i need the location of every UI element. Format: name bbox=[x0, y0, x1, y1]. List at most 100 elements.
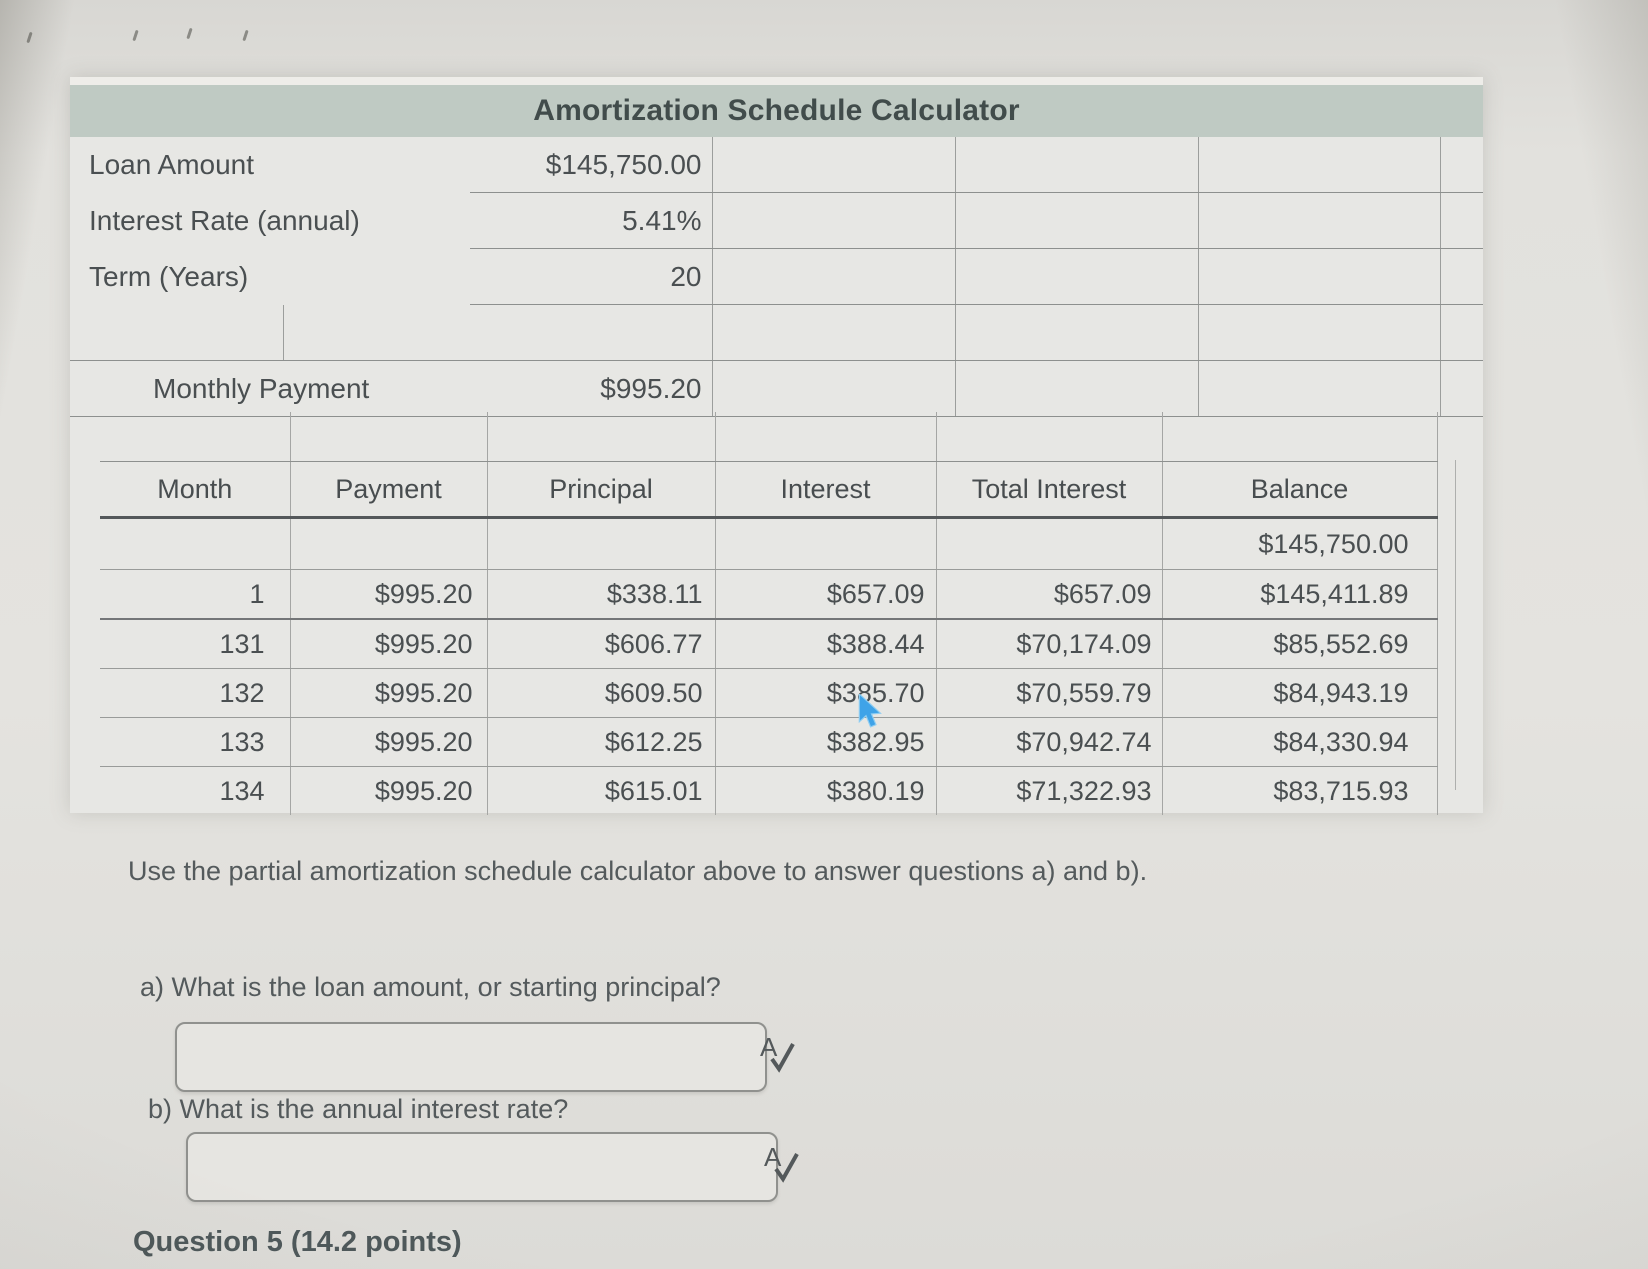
cell-interest: $382.95 bbox=[715, 717, 937, 767]
cell-interest bbox=[715, 517, 937, 570]
cell-payment: $995.20 bbox=[290, 668, 488, 718]
cell-principal: $615.01 bbox=[487, 766, 716, 815]
empty-cell bbox=[1198, 360, 1441, 417]
schedule-row-133: 133 $995.20 $612.25 $382.95 $70,942.74 $… bbox=[100, 717, 1438, 767]
schedule-row-1: 1 $995.20 $338.11 $657.09 $657.09 $145,4… bbox=[100, 569, 1438, 620]
schedule-row-134: 134 $995.20 $615.01 $380.19 $71,322.93 $… bbox=[100, 766, 1438, 815]
cell-interest: $388.44 bbox=[715, 619, 937, 669]
sheet-top-strip bbox=[70, 77, 1483, 85]
empty-cell bbox=[70, 304, 284, 361]
instructions-text: Use the partial amortization schedule ca… bbox=[128, 856, 1148, 886]
empty-cell bbox=[936, 412, 1163, 462]
schedule-header-month: Month bbox=[100, 461, 291, 519]
empty-cell bbox=[290, 412, 488, 462]
question-a-answer-input[interactable] bbox=[175, 1022, 767, 1092]
empty-cell bbox=[712, 304, 956, 361]
empty-cell bbox=[1440, 360, 1483, 417]
schedule-header-payment: Payment bbox=[290, 461, 488, 519]
schedule-row-131: 131 $995.20 $606.77 $388.44 $70,174.09 $… bbox=[100, 619, 1438, 669]
svg-text:A: A bbox=[760, 1032, 778, 1062]
cell-balance: $84,330.94 bbox=[1162, 717, 1438, 767]
empty-cell bbox=[1440, 192, 1483, 249]
loan-parameters-table: Loan Amount $145,750.00 Interest Rate (a… bbox=[70, 137, 1483, 417]
cell-total-interest: $657.09 bbox=[936, 569, 1163, 620]
cell-principal: $338.11 bbox=[487, 569, 716, 620]
next-question-heading: Question 5 (14.2 points) bbox=[133, 1226, 462, 1258]
param-label: Interest Rate (annual) bbox=[89, 204, 360, 236]
empty-cell bbox=[1198, 304, 1441, 361]
cell-payment: $995.20 bbox=[290, 569, 488, 620]
cell-month: 1 bbox=[100, 569, 291, 620]
empty-cell bbox=[1162, 412, 1438, 462]
cell-payment: $995.20 bbox=[290, 717, 488, 767]
param-label: Term (Years) bbox=[89, 260, 249, 292]
cell-balance: $145,750.00 bbox=[1162, 517, 1438, 570]
dust-speck bbox=[242, 29, 249, 42]
cell-total-interest: $70,559.79 bbox=[936, 668, 1163, 718]
param-value: $145,750.00 bbox=[470, 137, 713, 193]
cell-total-interest bbox=[936, 517, 1163, 570]
cell-month bbox=[100, 517, 291, 570]
monthly-payment-label: Monthly Payment bbox=[70, 360, 470, 417]
empty-cell bbox=[955, 192, 1199, 249]
schedule-row-start: $145,750.00 bbox=[100, 517, 1438, 570]
empty-cell bbox=[955, 360, 1199, 417]
empty-cell bbox=[715, 412, 937, 462]
dust-speck bbox=[186, 27, 193, 40]
schedule-header-row: Month Payment Principal Interest Total I… bbox=[100, 461, 1438, 519]
question-b-answer-input[interactable] bbox=[186, 1132, 778, 1202]
schedule-table: Month Payment Principal Interest Total I… bbox=[100, 412, 1438, 815]
schedule-header-principal: Principal bbox=[487, 461, 716, 519]
empty-cell bbox=[1440, 248, 1483, 305]
cell-payment bbox=[290, 517, 488, 570]
cell-interest: $385.70 bbox=[715, 668, 937, 718]
empty-cell bbox=[955, 304, 1199, 361]
empty-cell bbox=[470, 304, 713, 361]
empty-cell bbox=[712, 360, 956, 417]
cell-month: 132 bbox=[100, 668, 291, 718]
a-checkmark-icon: A bbox=[760, 1032, 795, 1073]
cell-balance: $145,411.89 bbox=[1162, 569, 1438, 620]
empty-cell bbox=[1198, 192, 1441, 249]
cell-balance: $85,552.69 bbox=[1162, 619, 1438, 669]
empty-cell bbox=[1440, 304, 1483, 361]
schedule-gap-row bbox=[100, 412, 1438, 462]
grid-line bbox=[1455, 460, 1456, 790]
amortization-spreadsheet: Amortization Schedule Calculator Loan Am… bbox=[70, 77, 1483, 815]
empty-cell bbox=[1198, 137, 1441, 193]
param-value: 5.41% bbox=[470, 192, 713, 249]
schedule-header-total-interest: Total Interest bbox=[936, 461, 1163, 519]
svg-text:A: A bbox=[764, 1142, 782, 1172]
cell-payment: $995.20 bbox=[290, 766, 488, 815]
cell-principal bbox=[487, 517, 716, 570]
empty-cell bbox=[1198, 248, 1441, 305]
param-label: Loan Amount bbox=[89, 148, 255, 180]
cell-month: 133 bbox=[100, 717, 291, 767]
spreadsheet-title: Amortization Schedule Calculator bbox=[533, 94, 1020, 127]
empty-cell bbox=[100, 412, 291, 462]
schedule-header-interest: Interest bbox=[715, 461, 937, 519]
monthly-payment-value: $995.20 bbox=[470, 360, 713, 417]
empty-cell bbox=[955, 248, 1199, 305]
param-row-term: Term (Years) 20 bbox=[70, 248, 1483, 305]
empty-cell bbox=[1440, 137, 1483, 193]
cell-total-interest: $70,174.09 bbox=[936, 619, 1163, 669]
empty-cell bbox=[712, 248, 956, 305]
empty-cell bbox=[955, 137, 1199, 193]
param-row-loan-amount: Loan Amount $145,750.00 bbox=[70, 137, 1483, 193]
schedule-header-balance: Balance bbox=[1162, 461, 1438, 519]
cell-month: 134 bbox=[100, 766, 291, 815]
param-row-spacer bbox=[70, 304, 1483, 361]
cell-month: 131 bbox=[100, 619, 291, 669]
a-checkmark-icon: A bbox=[764, 1142, 799, 1183]
cell-principal: $606.77 bbox=[487, 619, 716, 669]
cell-interest: $657.09 bbox=[715, 569, 937, 620]
empty-cell bbox=[712, 137, 956, 193]
param-value: 20 bbox=[470, 248, 713, 305]
param-row-monthly-payment: Monthly Payment $995.20 bbox=[70, 360, 1483, 417]
empty-cell bbox=[712, 192, 956, 249]
cell-total-interest: $71,322.93 bbox=[936, 766, 1163, 815]
schedule-row-132: 132 $995.20 $609.50 $385.70 $70,559.79 $… bbox=[100, 668, 1438, 718]
cell-payment: $995.20 bbox=[290, 619, 488, 669]
